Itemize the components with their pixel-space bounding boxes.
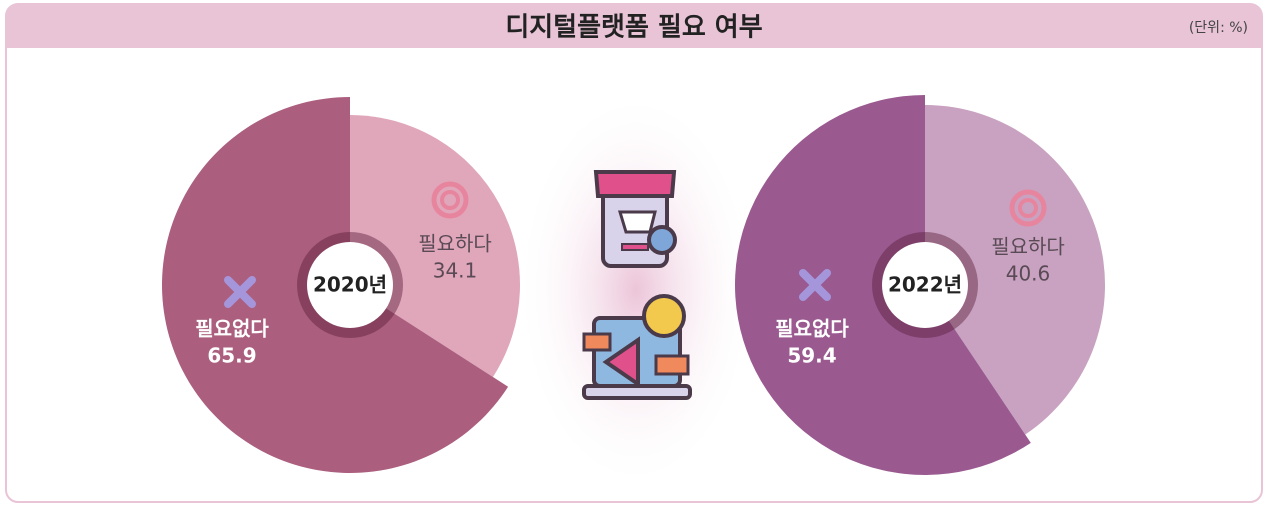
title: 디지털플랫폼 필요 여부 <box>505 13 762 43</box>
slice-label: 필요없다 <box>195 317 269 341</box>
center-disc <box>882 242 968 328</box>
no-icon <box>799 269 831 301</box>
yes-icon <box>1018 198 1038 218</box>
value-label: 65.9 <box>207 344 256 368</box>
store-icon <box>593 170 677 268</box>
value-label: 34.1 <box>433 259 478 283</box>
header-band <box>6 4 1262 48</box>
yes-icon <box>440 190 460 210</box>
no-icon <box>224 276 256 308</box>
center-disc <box>307 242 393 328</box>
unit: (단위: %) <box>1189 20 1248 36</box>
value-label: 40.6 <box>1006 262 1051 286</box>
center-label: 2022년 <box>888 273 962 297</box>
value-label: 59.4 <box>787 344 836 368</box>
yes-icon <box>1009 189 1047 227</box>
pie-slice <box>925 104 1106 435</box>
center-label: 2020년 <box>313 273 387 297</box>
center-glow <box>516 90 756 490</box>
yes-icon <box>431 181 469 219</box>
pie-slice <box>350 115 520 377</box>
slice-label: 필요없다 <box>775 317 849 341</box>
slice-label: 필요하다 <box>418 232 492 256</box>
sale-icon <box>582 294 692 400</box>
slice-label: 필요하다 <box>991 235 1065 259</box>
